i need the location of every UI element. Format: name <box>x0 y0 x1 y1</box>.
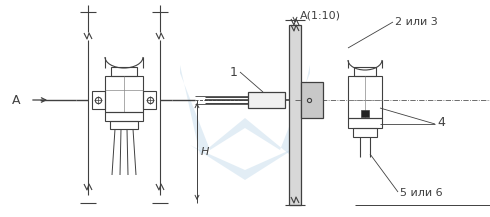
Text: 2 или 3: 2 или 3 <box>395 17 438 27</box>
Text: A(1:10): A(1:10) <box>299 10 341 20</box>
Bar <box>353 128 377 137</box>
Text: 1: 1 <box>230 66 238 79</box>
Bar <box>361 110 369 117</box>
Bar <box>105 76 143 112</box>
Text: H: H <box>201 147 209 157</box>
Bar <box>348 76 382 118</box>
Bar <box>301 82 323 118</box>
Bar <box>289 25 301 205</box>
Text: 5 или 6: 5 или 6 <box>400 188 442 198</box>
Bar <box>110 121 138 129</box>
Bar <box>92 91 105 109</box>
Bar <box>248 92 285 108</box>
Bar <box>354 67 376 76</box>
Bar <box>348 118 382 128</box>
Polygon shape <box>180 65 310 155</box>
Polygon shape <box>190 145 300 180</box>
Text: A: A <box>12 94 20 107</box>
Bar <box>111 67 137 76</box>
Text: 4: 4 <box>437 115 445 128</box>
Bar <box>105 112 143 121</box>
Bar <box>143 91 156 109</box>
